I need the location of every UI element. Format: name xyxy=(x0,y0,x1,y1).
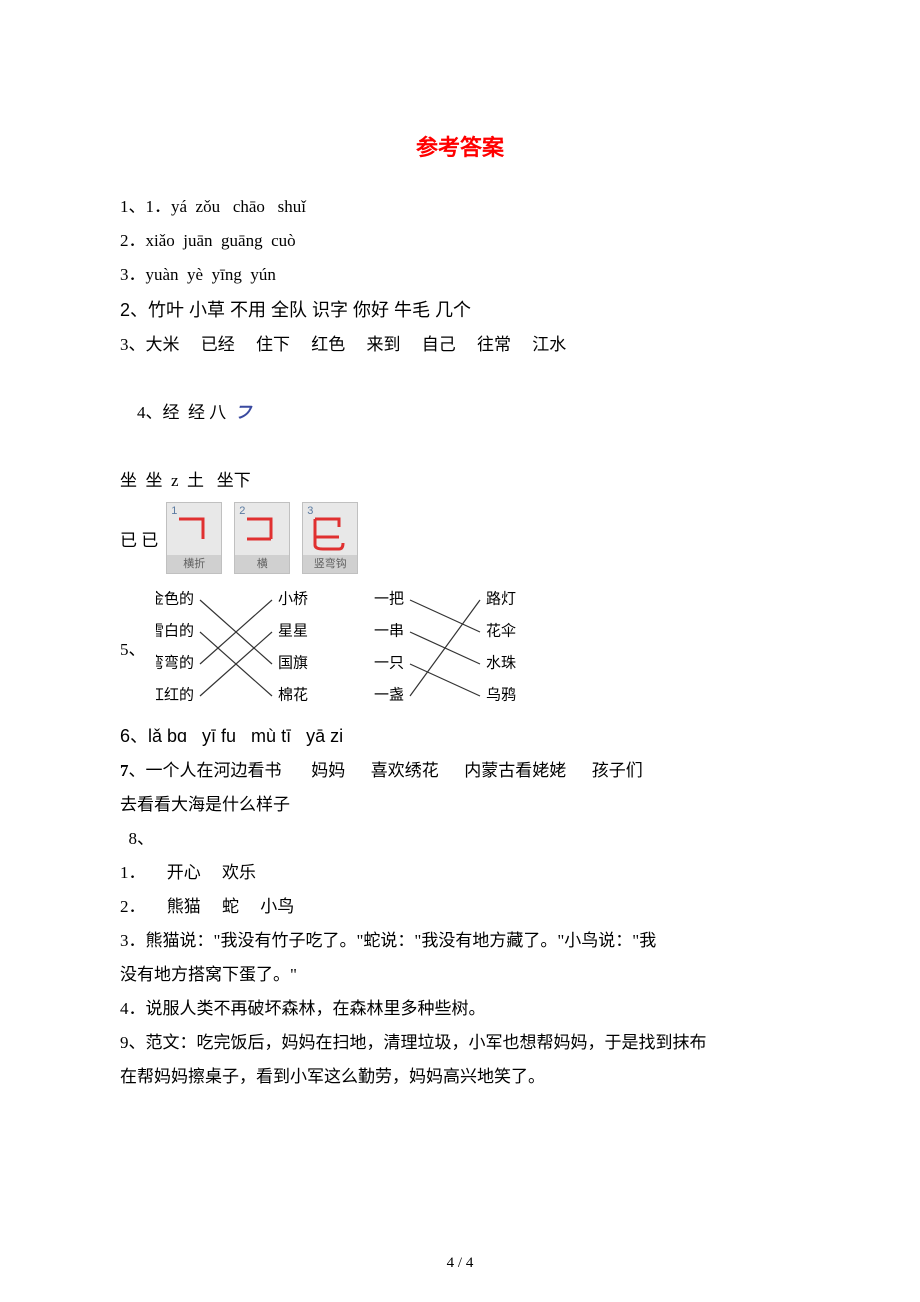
q8-line1: 1． 开心 欢乐 xyxy=(120,856,800,890)
svg-text:一把: 一把 xyxy=(373,590,403,607)
page-title: 参考答案 xyxy=(120,130,800,162)
svg-text:红红的: 红红的 xyxy=(156,686,194,703)
q8-header: 8、 xyxy=(120,822,800,856)
page-number: 4 / 4 xyxy=(0,1255,920,1272)
q1-line2: 2．xiǎo juān guāng cuò xyxy=(120,224,800,258)
q8-line2: 2． 熊猫 蛇 小鸟 xyxy=(120,890,800,924)
q4-line1: 4、经 经 八 フ xyxy=(120,362,800,464)
stroke-svg-2 xyxy=(241,509,283,551)
q7-l1-text: 、一个人在河边看书 妈妈 喜欢绣花 内蒙古看姥姥 孩子们 xyxy=(129,761,643,780)
svg-text:金色的: 金色的 xyxy=(156,590,194,607)
svg-text:雪白的: 雪白的 xyxy=(156,622,194,639)
svg-text:小桥: 小桥 xyxy=(278,590,308,607)
svg-text:路灯: 路灯 xyxy=(486,590,516,607)
q5-prefix: 5、 xyxy=(120,635,146,660)
stroke-svg-1 xyxy=(173,509,215,551)
q4-line2: 坐 坐 z 土 坐下 xyxy=(120,464,800,498)
svg-text:水珠: 水珠 xyxy=(486,654,516,671)
svg-text:乌鸦: 乌鸦 xyxy=(486,686,516,703)
q4-stroke-prefix: 已 已 xyxy=(120,526,158,551)
svg-text:国旗: 国旗 xyxy=(278,654,308,671)
q1-line1: 1、1．yá zǒu chāo shuǐ xyxy=(120,190,800,224)
q4-stroke-row: 已 已 1 横折 2 横 3 竖弯钩 xyxy=(120,502,800,574)
q9-line2: 在帮妈妈擦桌子，看到小军这么勤劳，妈妈高兴地笑了。 xyxy=(120,1060,800,1094)
stroke-label-3: 竖弯钩 xyxy=(303,555,357,573)
q2-line: 2、竹叶 小草 不用 全队 识字 你好 牛毛 几个 xyxy=(120,292,800,328)
q7-line2: 去看看大海是什么样子 xyxy=(120,788,800,822)
svg-text:花伞: 花伞 xyxy=(486,622,516,639)
q6-line: 6、lǎ bɑ yī fu mù tī yā zi xyxy=(120,718,800,754)
stroke-label-2: 横 xyxy=(235,555,289,573)
document-page: 参考答案 1、1．yá zǒu chāo shuǐ 2．xiǎo juān gu… xyxy=(0,0,920,1302)
svg-text:一只: 一只 xyxy=(373,655,403,671)
svg-text:一盏: 一盏 xyxy=(373,686,403,703)
q8-line5: 4．说服人类不再破坏森林，在森林里多种些树。 xyxy=(120,992,800,1026)
q4-line1-text: 4、经 经 八 xyxy=(137,403,235,422)
stroke-box-3: 3 竖弯钩 xyxy=(302,502,358,574)
q7-num: 7 xyxy=(120,761,129,780)
q7-line1: 7、一个人在河边看书 妈妈 喜欢绣花 内蒙古看姥姥 孩子们 xyxy=(120,754,800,788)
stroke-svg-3 xyxy=(309,509,351,551)
q3-line: 3、大米 已经 住下 红色 来到 自己 往常 江水 xyxy=(120,328,800,362)
stroke-box-2: 2 横 xyxy=(234,502,290,574)
q5-matching-diagram: 金色的雪白的弯弯的红红的 小桥星星国旗棉花 一把一串一只一盏 路灯花伞水珠乌鸦 xyxy=(156,582,596,712)
stroke-box-1: 1 横折 xyxy=(166,502,222,574)
stroke-boxes: 1 横折 2 横 3 竖弯钩 xyxy=(166,502,358,574)
q1-line3: 3．yuàn yè yīng yún xyxy=(120,258,800,292)
stroke-label-1: 横折 xyxy=(167,555,221,573)
q8-line3: 3．熊猫说："我没有竹子吃了。"蛇说："我没有地方藏了。"小鸟说："我 xyxy=(120,924,800,958)
svg-text:棉花: 棉花 xyxy=(278,686,308,703)
q9-line1: 9、范文：吃完饭后，妈妈在扫地，清理垃圾，小军也想帮妈妈，于是找到抹布 xyxy=(120,1026,800,1060)
svg-text:弯弯的: 弯弯的 xyxy=(156,654,194,671)
svg-text:星星: 星星 xyxy=(278,623,308,639)
q4-stroke-glyph: フ xyxy=(235,403,252,422)
q5-row: 5、 金色的雪白的弯弯的红红的 小桥星星国旗棉花 一把一串一只一盏 路灯花伞水珠乌鸦 xyxy=(120,582,800,712)
svg-text:一串: 一串 xyxy=(373,622,403,639)
q8-line4: 没有地方搭窝下蛋了。" xyxy=(120,958,800,992)
